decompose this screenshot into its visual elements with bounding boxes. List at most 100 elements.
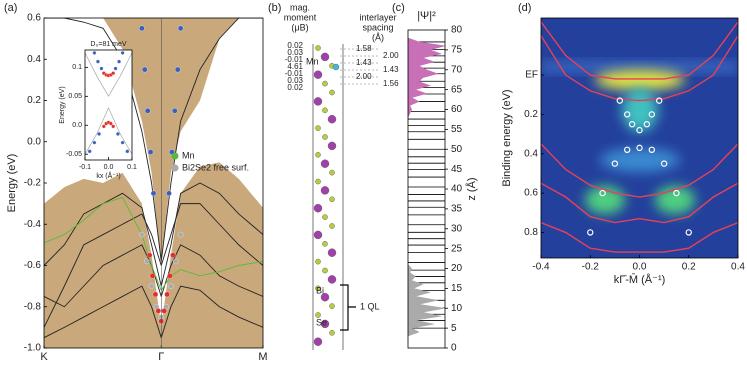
band-point (99, 66, 104, 71)
ql-label: 1 QL (360, 301, 380, 311)
panel-label: (b) (268, 2, 281, 14)
plot-area (44, 18, 263, 348)
band-point (87, 149, 92, 154)
y-tick-label: 0.05 (68, 93, 82, 100)
x-tick-label: 0.4 (731, 262, 745, 273)
band-line (541, 143, 738, 198)
chart-title: |Ψ|² (417, 10, 436, 22)
y-tick-label: 70 (451, 64, 463, 75)
band-point (587, 229, 594, 236)
atom (320, 159, 330, 168)
atom (320, 52, 330, 62)
moment-value: 4.61 (287, 62, 303, 71)
band-point (111, 71, 116, 76)
atom (322, 267, 328, 274)
plot-area (408, 37, 445, 337)
x-axis-label: kΓ̄-M̄ (Å⁻¹) (614, 273, 666, 286)
y-tick-label: 0 (451, 343, 457, 354)
y-tick-label: 20 (451, 263, 463, 274)
atom (315, 312, 321, 318)
y-tick-label: 5 (451, 323, 457, 334)
atom (320, 293, 330, 302)
plot-area (85, 50, 132, 160)
atom (313, 337, 323, 346)
y-tick-label: 80 (451, 25, 463, 36)
projected-bulk (44, 162, 263, 348)
y-tick-label: 0.4 (27, 54, 41, 65)
moment-value: 0.03 (287, 76, 303, 85)
band-point (125, 149, 130, 154)
atom (313, 97, 323, 106)
x-tick-label: K (40, 351, 48, 363)
band-point (148, 283, 155, 289)
spacing-value: 2.00 (383, 51, 399, 60)
band-point (616, 97, 624, 104)
x-tick-label: 0.0 (633, 262, 647, 273)
band-point (117, 59, 122, 64)
y-tick-label: 35 (451, 204, 463, 215)
y-tick-label: 0.8 (524, 227, 538, 238)
band-point (168, 283, 174, 289)
y-tick-label: 25 (451, 243, 463, 254)
y-axis-label: Binding energy (eV) (501, 89, 513, 186)
x-tick-label: Γ (158, 351, 164, 363)
plot-area (541, 21, 738, 253)
band-point (97, 131, 102, 136)
band-point (648, 111, 656, 118)
spacing-value: 1.43 (383, 65, 399, 74)
atom-label: Mn (306, 56, 319, 66)
y-tick-label: -0.4 (24, 219, 42, 230)
y-tick-label: 10 (451, 303, 463, 314)
band-line (44, 285, 263, 340)
atom (322, 240, 328, 247)
spacing-value: 1.58 (356, 44, 372, 53)
band-line (85, 52, 132, 97)
y-tick-label: -0.8 (24, 301, 42, 312)
band-point (147, 149, 154, 155)
atom (313, 203, 323, 213)
y-tick-label: 0.0 (27, 136, 41, 147)
band-point (673, 189, 680, 197)
y-tick-label: 40 (451, 184, 463, 195)
spacing-title: spacing (362, 22, 393, 32)
atom (315, 178, 321, 185)
band-point (101, 124, 106, 129)
band-point (164, 291, 170, 298)
band-line (541, 35, 738, 102)
y-tick-label: 45 (451, 164, 463, 175)
y-tick-label: 55 (451, 124, 463, 135)
legend-label: Mn (182, 150, 195, 160)
y-tick-label: 0.2 (27, 95, 41, 106)
x-tick-label: M (258, 351, 267, 363)
y-tick-label: 15 (451, 283, 463, 294)
band-point (623, 111, 631, 118)
band-point (143, 258, 150, 265)
band-line (541, 221, 738, 253)
band-point (173, 258, 179, 265)
atom (320, 319, 330, 329)
y-tick-label: 0.0 (72, 122, 82, 129)
band-point (656, 97, 663, 104)
moment-value: 0.03 (287, 48, 303, 57)
y-tick-label: 50 (451, 144, 463, 155)
atom (329, 169, 335, 176)
y-axis-label: Energy (eV) (59, 86, 66, 123)
atom (322, 80, 328, 87)
atom (315, 285, 321, 292)
atom (329, 196, 335, 203)
atom-label: Se (316, 317, 327, 327)
y-axis-label: z (Å) (465, 177, 478, 200)
x-tick-label: 0.2 (682, 262, 696, 273)
band-point (628, 121, 636, 128)
band-point (611, 160, 619, 167)
band-point (120, 50, 125, 55)
band-point (92, 50, 97, 55)
spacing-title: (Å) (372, 32, 384, 42)
band-point (167, 273, 173, 279)
band-point (177, 231, 184, 238)
band-point (177, 25, 184, 32)
y-tick-label: 0.4 (524, 148, 538, 159)
atom (327, 248, 337, 257)
spacing-value: 1.43 (356, 58, 372, 67)
moment-title: (μB) (291, 22, 308, 32)
